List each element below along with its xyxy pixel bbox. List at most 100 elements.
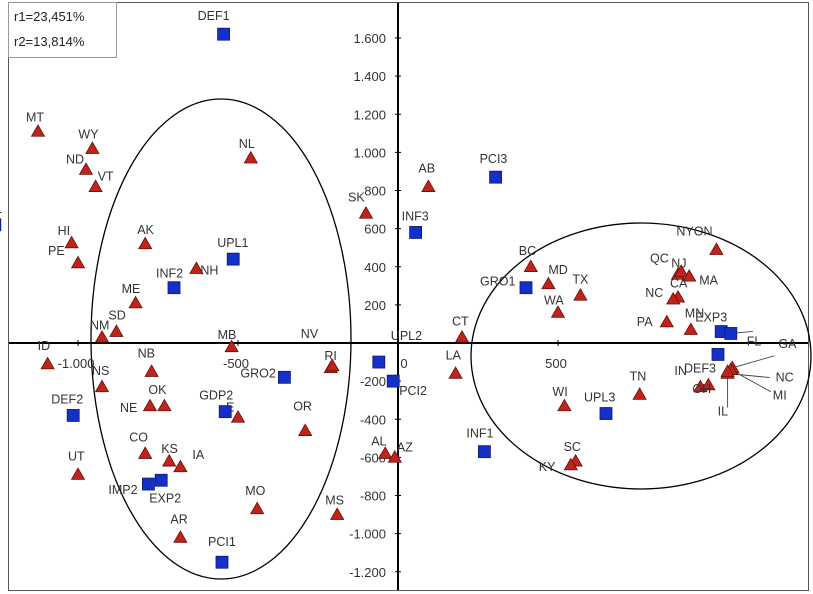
point-triangle-pa [659,314,674,328]
point-label-pci2: PCI2 [399,384,427,398]
point-label-tx: TX [572,272,589,286]
point-label-upl2: UPL2 [391,329,422,343]
point-label-inf3: INF3 [402,209,429,223]
point-triangle-mb [224,339,239,353]
cluster-ellipses [90,98,812,580]
point-triangle-az [387,450,402,463]
point-label-mb: MB [218,328,237,342]
point-square-pci2 [386,374,400,388]
point-triangle-ma [682,268,697,282]
point-label-tn: TN [630,369,647,383]
point-triangle-id [40,356,55,370]
y-tick-label: 1.000 [353,145,386,160]
point-triangle-ks [162,453,177,467]
point-label-sc: SC [564,440,581,454]
point-label-pci1: PCI1 [208,535,236,549]
point-label-id: ID [38,339,51,353]
point-label-upl3: UPL3 [584,391,615,405]
point-label-nh: NH [200,264,218,278]
point-triangle-ar [173,530,188,543]
point-label-vt: VT [98,170,114,184]
axes [9,3,808,590]
point-label-ia: IA [192,448,204,462]
cluster-ellipse-left [90,98,352,580]
point-label-ne: NE [120,401,137,415]
point-triangle-la [448,366,463,379]
point-label-pci3: PCI3 [480,152,508,166]
point-triangle-tx [573,288,588,301]
point-label-nc2: NC [645,286,663,300]
point-label-az: AZ [397,440,413,454]
y-tick-label: 200 [364,298,386,313]
y-tick-label: 600 [364,222,386,237]
point-label-oh: OH [692,382,711,396]
point-label-nb: NB [138,347,155,361]
point-label-ms: MS [325,494,344,508]
leader-line-mi [730,369,772,393]
point-label-ky: KY [539,460,556,474]
point-label-ak: AK [137,223,154,237]
point-square-upl1 [226,252,240,266]
y-tick-label: -600 [360,450,386,465]
point-triangle-tn [632,387,647,400]
y-tick-label: 800 [364,184,386,199]
point-triangle-nl [243,150,258,164]
point-label-ga: GA [778,337,797,351]
point-label-nyon: NYON [676,225,712,239]
point-square-upl3 [599,407,613,420]
point-triangle-wa [550,305,566,318]
point-triangle-me [128,295,143,309]
point-triangle-ok [157,398,172,412]
point-triangle-ak [138,236,153,250]
point-label-ok: OK [148,383,167,397]
point-triangle-nyon [709,242,724,255]
point-triangle-nd [78,162,94,175]
point-triangle-ne [142,398,158,412]
y-tick-label: -1.200 [349,565,386,580]
point-square-inf1 [477,445,491,459]
point-label-ri: RI [324,349,337,363]
point-triangle-co [138,446,153,459]
point-square-def3 [711,348,725,361]
point-label-md: MD [548,263,567,277]
point-label-wa: WA [544,294,564,308]
point-square-pci3 [489,170,503,184]
point-triangle-md [541,276,556,290]
point-label-qc: QC [650,251,669,265]
point-triangle-ut [70,467,86,480]
point-triangle-wy [85,141,100,154]
point-triangle-il [720,364,735,377]
point-label-or: OR [293,400,312,414]
leader-line-ga [732,355,775,369]
point-label-ks: KS [161,442,178,456]
y-tick-label: 1.400 [353,69,386,84]
point-label-def1: DEF1 [198,9,230,23]
point-label-nj: NJ [671,257,686,271]
point-triangle-al [378,446,393,459]
point-square-inf2 [167,281,181,295]
legend-r1: r1=23,451% [14,9,85,24]
point-triangle-nj [674,264,689,277]
point-square-pci1 [215,555,229,569]
y-tick-label: -1.000 [349,527,386,542]
y-tick-label: -800 [360,489,386,504]
point-label-gdp2: GDP2 [199,389,233,403]
legend: r1=23,451% r2=13,814% [8,2,117,58]
x-tick-label: 500 [545,356,567,371]
point-triangle-ms [330,507,345,520]
point-triangle-wi [557,398,572,412]
point-label-def2: DEF2 [51,392,83,406]
axis-ticks: -1.000 -500 0 500 1.600 1.400 1.200 1.000 800 600… [58,31,567,580]
point-triangle-nb [144,364,159,377]
point-triangle-ia [173,459,188,473]
point-triangle-hi [64,235,79,249]
point-label-exp2: EXP2 [149,491,181,505]
point-triangle-sk [358,206,374,219]
point-triangle-ns [94,379,110,393]
y-tick-label: 1.200 [353,107,386,122]
point-square-exp2 [154,473,168,487]
point-triangle-ri [325,358,340,372]
point-triangle-nc2 [666,291,681,305]
point-label-ar: AR [170,512,187,526]
